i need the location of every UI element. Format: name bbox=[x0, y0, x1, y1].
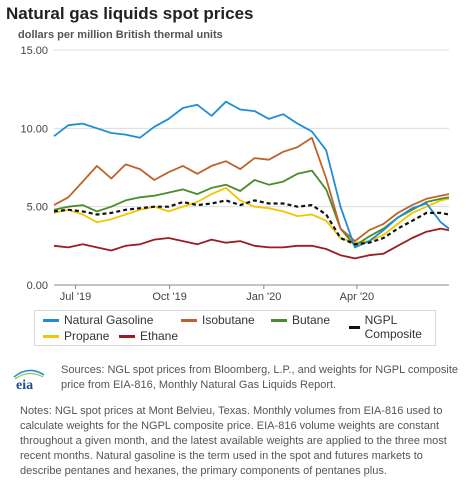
eia-logo: eia bbox=[13, 369, 45, 391]
chart-subtitle: dollars per million British thermal unit… bbox=[18, 29, 223, 41]
y-tick-label: 15.00 bbox=[20, 45, 48, 57]
series-line-propane[interactable] bbox=[53, 186, 450, 244]
series-line-isobutane[interactable] bbox=[53, 136, 450, 243]
legend-label: Butane bbox=[292, 313, 331, 327]
legend-swatch bbox=[119, 334, 135, 338]
y-tick-label: 5.00 bbox=[27, 202, 48, 214]
notes-text: Notes: NGL spot prices at Mont Belvieu, … bbox=[20, 405, 447, 477]
legend-item-butane[interactable]: Butane bbox=[271, 313, 330, 327]
legend-label: Natural Gasoline bbox=[64, 313, 154, 327]
x-tick-label: Jan '20 bbox=[246, 291, 281, 303]
legend-label: NGPL Composite bbox=[364, 313, 422, 341]
y-tick-label: 0.00 bbox=[27, 280, 48, 292]
legend-swatch bbox=[43, 334, 59, 338]
legend-item-isobutane[interactable]: Isobutane bbox=[181, 313, 255, 327]
x-axis-ticks: Jul '19 Oct '19 Jan '20 Apr '20 bbox=[60, 285, 374, 303]
legend: Natural Gasoline Isobutane Butane NGPL C… bbox=[34, 310, 436, 346]
legend-label: Propane bbox=[64, 329, 110, 343]
x-tick-label: Apr '20 bbox=[340, 291, 375, 303]
legend-swatch bbox=[349, 325, 360, 329]
series-line-ethane[interactable] bbox=[53, 227, 450, 260]
series-line-natural-gasoline[interactable] bbox=[53, 100, 450, 249]
legend-item-ethane[interactable]: Ethane bbox=[119, 329, 178, 343]
x-tick-label: Jul '19 bbox=[60, 291, 91, 303]
legend-label: Ethane bbox=[140, 329, 179, 343]
sources-note: Sources: NGL spot prices from Bloomberg,… bbox=[61, 364, 458, 391]
y-axis-ticks: 0.00 5.00 10.00 15.00 bbox=[20, 45, 48, 292]
series-line-ngpl-composite[interactable] bbox=[53, 199, 450, 246]
series-lines bbox=[53, 100, 450, 260]
legend-swatch bbox=[271, 318, 287, 322]
legend-swatch bbox=[181, 318, 197, 322]
legend-swatch bbox=[43, 318, 59, 322]
gridlines bbox=[54, 49, 449, 286]
legend-item-ngpl-composite[interactable]: NGPL Composite bbox=[349, 313, 435, 341]
x-tick-label: Oct '19 bbox=[152, 291, 187, 303]
legend-item-natural-gasoline[interactable]: Natural Gasoline bbox=[43, 313, 153, 327]
line-chart: 0.00 5.00 10.00 15.00 Jul '19 Oct '19 Jan '20… bbox=[20, 45, 450, 303]
y-tick-label: 10.00 bbox=[20, 123, 48, 135]
svg-text:eia: eia bbox=[16, 378, 33, 391]
legend-label: Isobutane bbox=[202, 313, 255, 327]
chart-title: Natural gas liquids spot prices bbox=[6, 4, 254, 23]
legend-item-propane[interactable]: Propane bbox=[43, 329, 109, 343]
